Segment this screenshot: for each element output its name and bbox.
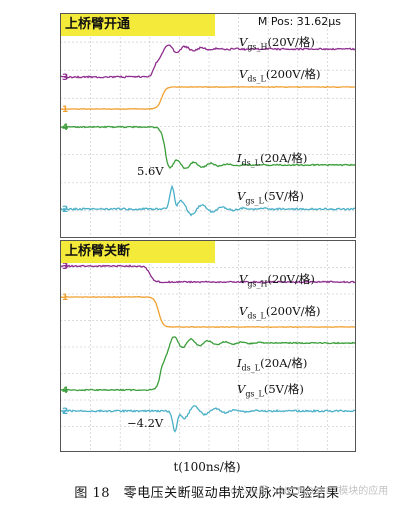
annotation-minus-4-2v: −4.2V [127,416,164,430]
panel-title-turn-on: 上桥臂开通 [61,14,215,36]
trace-ch1 [61,295,355,329]
label-vgs-h-off: Vgs_H(20V/格) [239,272,315,289]
trace-ch3 [61,44,355,79]
channel-marker-2: 2 [62,205,68,215]
panel-turn-on: 3 1 4 2 上桥臂开通 M Pos: 31.62μs Vgs_H(20V/格) V… [60,13,356,238]
m-pos-readout: M Pos: 31.62μs [257,15,341,28]
channel-marker-1: 1 [62,293,68,303]
channel-marker-4: 4 [62,123,68,133]
trace-ch3 [61,264,355,284]
trace-ch4 [61,336,355,392]
annotation-5-6v: 5.6V [137,164,164,178]
trace-ch2 [61,404,355,433]
scope-plot-turn-off: 3 1 4 2 [61,241,355,450]
label-vgs-l: Vgs_L(5V/格) [237,189,304,206]
panel-title-turn-off: 上桥臂关断 [61,241,215,263]
channel-marker-1: 1 [62,105,68,115]
label-ids-l: Ids_L(20A/格) [237,151,308,168]
panel-turn-off: 3 1 4 2 上桥臂关断 Vgs_H(20V/格) Vds_L(200V/格) Id… [60,240,356,452]
channel-marker-2: 2 [62,407,68,417]
figure-caption: 图 18 零电压关断驱动串扰双脉冲实验结果 [74,486,340,501]
label-vgs-h: Vgs_H(20V/格) [239,35,315,52]
scope-plot-turn-on: 3 1 4 2 [61,14,355,235]
x-axis-label: t(100ns/格) [173,460,241,474]
label-vds-l-off: Vds_L(200V/格) [239,304,321,321]
trace-ch2 [61,184,355,217]
label-vds-l: Vds_L(200V/格) [239,67,321,84]
channel-marker-3: 3 [62,262,68,272]
trace-ch4 [61,125,355,170]
label-ids-l-off: Ids_L(20A/格) [237,356,308,373]
channel-marker-4: 4 [62,386,68,396]
channel-marker-3: 3 [62,73,68,83]
watermark: ⊙公众号 · SiC MOSFET模块的应用 [230,486,389,497]
scope-grid [61,241,354,450]
trace-ch1 [61,85,355,110]
label-vgs-l-off: Vgs_L(5V/格) [237,382,304,399]
